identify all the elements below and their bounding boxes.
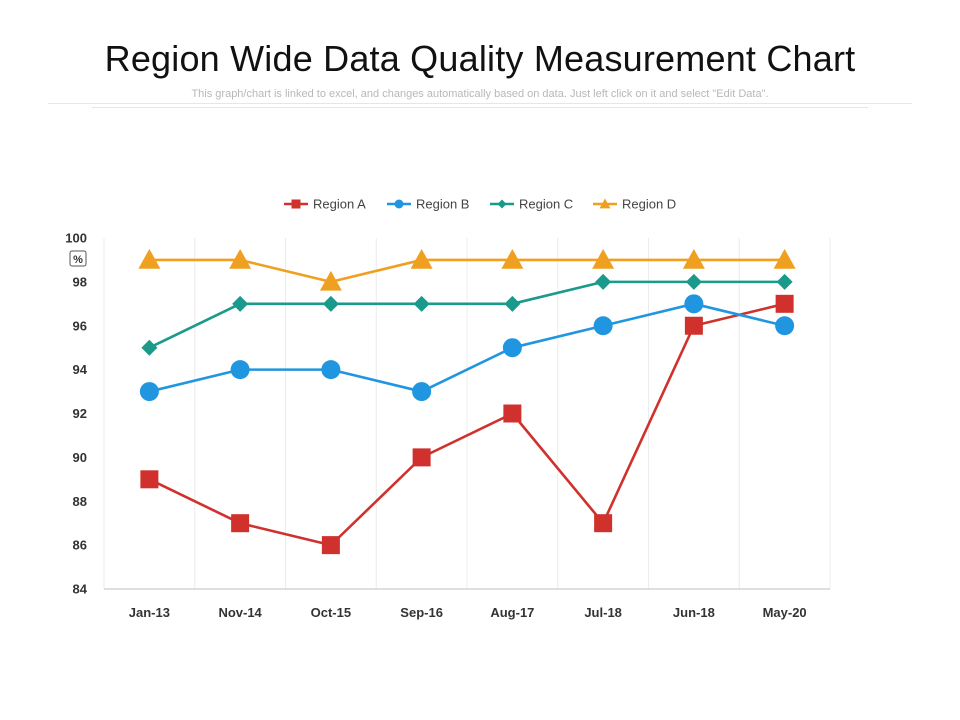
y-tick-label: 90 <box>73 450 87 465</box>
x-tick-label: Jun-18 <box>673 605 715 620</box>
data-point-region-c <box>232 295 249 312</box>
data-point-region-a <box>231 514 250 533</box>
x-axis-ticks: Jan-13 Nov-14 Oct-15 Sep-16 Aug-17 Jul-18 Jun-… <box>129 605 807 620</box>
data-point-region-d <box>410 248 433 269</box>
series-region-c <box>141 273 793 356</box>
y-tick-label: 92 <box>73 406 87 421</box>
legend-item-region-a: Region A <box>284 197 366 212</box>
data-point-region-a <box>140 470 159 489</box>
y-tick-label: 86 <box>73 538 87 553</box>
data-point-region-b <box>139 382 159 402</box>
y-tick-label: 94 <box>73 362 88 377</box>
y-tick-label: 84 <box>73 582 88 597</box>
data-point-region-b <box>684 294 704 314</box>
x-tick-label: Oct-15 <box>311 605 351 620</box>
legend-marker <box>599 198 611 209</box>
data-point-region-c <box>504 295 521 312</box>
data-point-region-c <box>141 339 158 356</box>
data-point-region-d <box>682 248 705 269</box>
data-point-region-c <box>595 273 612 290</box>
data-point-region-d <box>773 248 796 269</box>
data-point-region-b <box>230 360 250 380</box>
data-point-region-b <box>412 382 432 402</box>
data-point-region-c <box>413 295 430 312</box>
legend-label: Region B <box>416 197 469 212</box>
page-title: Region Wide Data Quality Measurement Cha… <box>104 38 856 79</box>
data-point-region-b <box>593 316 613 336</box>
data-point-region-c <box>776 273 793 290</box>
x-tick-label: May-20 <box>763 605 807 620</box>
data-point-region-a <box>594 514 613 533</box>
legend-item-region-d: Region D <box>593 197 676 212</box>
x-tick-label: Jul-18 <box>584 605 622 620</box>
chart-gridlines <box>103 238 831 589</box>
legend-item-region-c: Region C <box>490 197 573 212</box>
data-point-region-d <box>138 248 161 269</box>
y-axis-label: % <box>73 254 83 266</box>
x-tick-label: Jan-13 <box>129 605 170 620</box>
series-region-d <box>138 248 796 291</box>
data-point-region-a <box>412 448 431 467</box>
legend-label: Region D <box>622 197 676 212</box>
title-divider-inner <box>92 107 868 108</box>
data-point-region-b <box>321 360 341 380</box>
data-point-region-a <box>503 404 522 423</box>
y-tick-label: 88 <box>73 494 87 509</box>
data-point-region-a <box>684 316 703 335</box>
page-subtitle: This graph/chart is linked to excel, and… <box>191 88 769 100</box>
x-tick-label: Nov-14 <box>218 605 262 620</box>
data-point-region-a <box>321 536 340 555</box>
data-point-region-c <box>685 273 702 290</box>
series-region-b <box>139 294 795 402</box>
series-region-a <box>140 294 794 555</box>
y-axis-ticks: 84 86 88 90 92 94 96 98 100 <box>65 231 87 597</box>
data-point-region-d <box>319 270 342 291</box>
y-axis-unit: % <box>69 250 87 267</box>
data-point-region-c <box>322 295 339 312</box>
data-point-region-d <box>501 248 524 269</box>
data-point-region-b <box>775 316 795 336</box>
series-line-region-b <box>149 302 785 393</box>
data-point-region-d <box>592 248 615 269</box>
chart-legend: Region A Region B Region C Region D <box>284 197 676 212</box>
series-line-region-c <box>148 280 785 349</box>
legend-label: Region C <box>519 197 573 212</box>
x-tick-label: Sep-16 <box>400 605 443 620</box>
legend-marker <box>394 199 404 209</box>
legend-marker <box>291 199 301 209</box>
y-tick-label: 96 <box>73 318 87 333</box>
y-unit-box <box>69 250 87 267</box>
legend-item-region-b: Region B <box>387 197 469 212</box>
legend-marker <box>497 199 507 209</box>
data-point-region-a <box>775 294 794 313</box>
legend-label: Region A <box>313 197 366 212</box>
y-tick-label: 100 <box>65 231 87 246</box>
series-line-region-a <box>148 302 785 547</box>
chart-series <box>138 248 796 555</box>
data-point-region-d <box>229 248 252 269</box>
title-divider <box>48 103 912 104</box>
series-line-region-d <box>149 258 785 284</box>
y-tick-label: 98 <box>73 274 87 289</box>
x-tick-label: Aug-17 <box>490 605 534 620</box>
data-point-region-b <box>502 338 522 358</box>
